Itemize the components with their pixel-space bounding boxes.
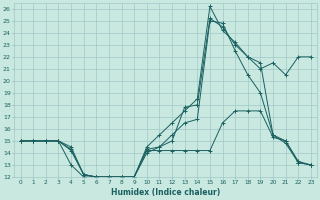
- X-axis label: Humidex (Indice chaleur): Humidex (Indice chaleur): [111, 188, 220, 197]
